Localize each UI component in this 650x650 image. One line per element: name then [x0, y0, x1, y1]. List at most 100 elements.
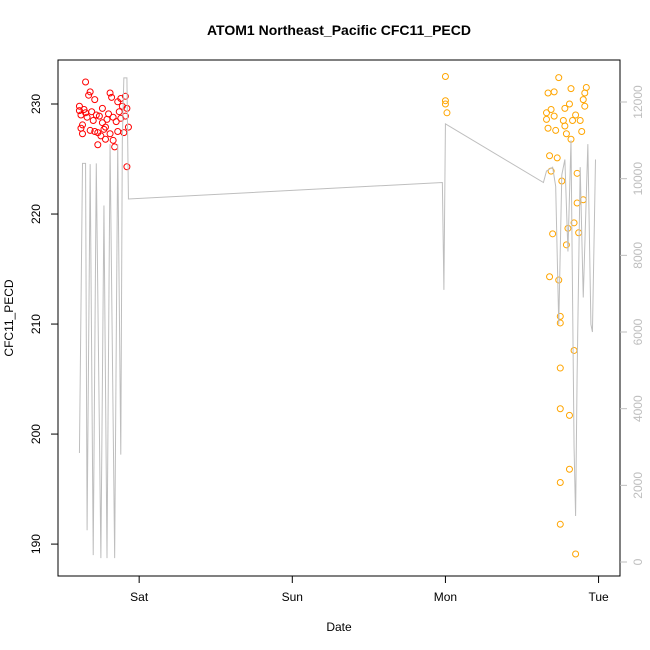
point: [115, 108, 123, 116]
y2-tick-label: 4000: [631, 395, 645, 422]
point: [561, 122, 569, 130]
point: [88, 108, 96, 116]
point: [105, 110, 113, 118]
point: [567, 85, 575, 93]
point: [542, 115, 550, 123]
point: [570, 219, 578, 227]
x-axis-label: Date: [326, 620, 352, 634]
point: [565, 465, 573, 473]
point: [83, 113, 91, 121]
y-tick-label: 210: [29, 314, 43, 334]
point: [569, 117, 577, 125]
y-tick-label: 190: [29, 534, 43, 554]
point: [85, 91, 93, 99]
point: [441, 100, 449, 108]
point: [578, 128, 586, 136]
point: [556, 478, 564, 486]
point: [565, 411, 573, 419]
point: [123, 163, 131, 171]
point: [121, 92, 129, 100]
point: [556, 319, 564, 327]
point: [108, 93, 116, 101]
y2-tick-label: 6000: [631, 318, 645, 345]
point: [579, 96, 587, 104]
y2-tick-label: 0: [631, 558, 645, 565]
line: [78, 77, 596, 559]
y-tick-label: 230: [29, 94, 43, 114]
x-tick-label: Mon: [434, 590, 457, 604]
point: [555, 276, 563, 284]
point: [79, 121, 87, 129]
y2-tick-label: 12000: [631, 85, 645, 119]
plot-frame: [57, 59, 621, 577]
point: [556, 405, 564, 413]
point: [556, 364, 564, 372]
point: [573, 169, 581, 177]
x-tick-label: Sun: [282, 590, 303, 604]
point: [547, 106, 555, 114]
point: [552, 126, 560, 134]
point: [562, 241, 570, 249]
point: [80, 106, 88, 114]
point: [544, 124, 552, 132]
point: [94, 141, 102, 149]
point: [112, 118, 120, 126]
point: [570, 346, 578, 354]
point: [582, 84, 590, 92]
point: [441, 97, 449, 105]
point: [82, 78, 90, 86]
point: [75, 102, 83, 110]
y2-tick-label: 8000: [631, 242, 645, 269]
point: [89, 117, 97, 125]
point: [542, 109, 550, 117]
point: [106, 89, 114, 97]
point: [121, 112, 129, 120]
point: [550, 88, 558, 96]
y-tick-label: 200: [29, 424, 43, 444]
y2-tick-label: 10000: [631, 162, 645, 196]
point: [572, 111, 580, 119]
point: [111, 143, 119, 151]
point: [549, 230, 557, 238]
point: [101, 123, 109, 131]
chart-title: ATOM1 Northeast_Pacific CFC11_PECD: [207, 22, 471, 38]
point: [124, 123, 132, 131]
point: [441, 73, 449, 81]
point: [86, 126, 94, 134]
point: [101, 135, 109, 143]
point: [97, 132, 105, 140]
point: [576, 117, 584, 125]
y-axis-label: CFC11_PECD: [2, 279, 16, 356]
point: [565, 100, 573, 108]
point: [561, 104, 569, 112]
point: [544, 89, 552, 97]
x-tick-label: Tue: [588, 590, 609, 604]
point: [75, 107, 83, 115]
point: [109, 136, 117, 144]
point: [572, 550, 580, 558]
point: [98, 104, 106, 112]
point: [91, 128, 99, 136]
point: [553, 154, 561, 162]
point: [575, 229, 583, 237]
point: [79, 130, 87, 138]
point: [120, 129, 128, 137]
point: [91, 96, 99, 104]
point: [106, 130, 114, 138]
point: [564, 224, 572, 232]
point: [556, 312, 564, 320]
point: [92, 111, 100, 119]
point: [109, 113, 117, 121]
point: [556, 520, 564, 528]
point: [581, 102, 589, 110]
point: [555, 74, 563, 82]
point: [443, 109, 451, 117]
point: [550, 112, 558, 120]
point: [114, 128, 122, 136]
point: [546, 273, 554, 281]
y-tick-label: 220: [29, 204, 43, 224]
point: [562, 130, 570, 138]
point: [95, 112, 103, 120]
